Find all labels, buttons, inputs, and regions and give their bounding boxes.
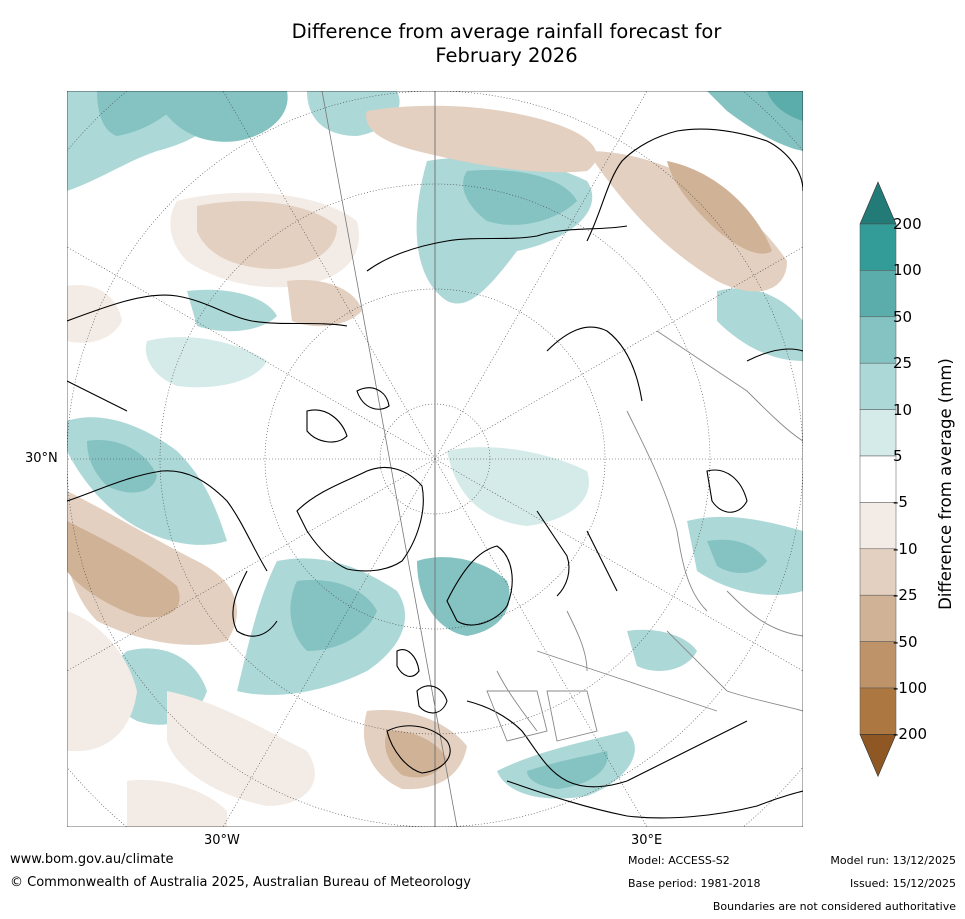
colorbar-tick-label: -5 bbox=[893, 493, 908, 512]
colorbar-segment-m10_m25 bbox=[859, 548, 897, 596]
colorbar-tick-label: 25 bbox=[893, 354, 913, 373]
footer-issued: Issued: 15/12/2025 bbox=[849, 877, 956, 890]
colorbar-tick-label: 10 bbox=[893, 400, 913, 419]
coastlines bbox=[67, 128, 803, 819]
negative-anomaly-regions bbox=[67, 105, 787, 827]
colorbar-segment-10_25 bbox=[859, 362, 897, 410]
chart-title: Difference from average rainfall forecas… bbox=[0, 20, 965, 68]
colorbar-tick-label: 100 bbox=[893, 261, 922, 280]
footer-disclaimer: Boundaries are not considered authoritat… bbox=[712, 900, 956, 913]
colorbar-tick-label: -50 bbox=[893, 632, 918, 651]
legend-title: Difference from average (mm) bbox=[936, 358, 955, 610]
title-line-2: February 2026 bbox=[435, 44, 578, 67]
colorbar-segments bbox=[859, 181, 897, 778]
title-line-1: Difference from average rainfall forecas… bbox=[291, 20, 722, 43]
footer-website: www.bom.gov.au/climate bbox=[10, 852, 174, 867]
colorbar-tick-label: -100 bbox=[893, 679, 928, 697]
colorbar-segment-100_200 bbox=[859, 223, 897, 271]
colorbar-segment-m50_m100 bbox=[859, 641, 897, 689]
meridian-line bbox=[321, 91, 458, 827]
colorbar-tick-label: 5 bbox=[893, 447, 903, 465]
colorbar-segment-m100_m200 bbox=[859, 687, 897, 735]
colorbar-extend-high bbox=[859, 181, 897, 225]
colorbar-segment-25_50 bbox=[859, 316, 897, 364]
lon-label-30e: 30°E bbox=[631, 833, 663, 848]
colorbar-extend-low bbox=[859, 734, 897, 778]
colorbar-tick-label: -25 bbox=[893, 586, 918, 605]
colorbar-tick-label: 50 bbox=[893, 307, 913, 326]
lat-label-30n: 30°N bbox=[25, 451, 58, 466]
colorbar-segment-5_10 bbox=[859, 409, 897, 457]
lon-label-30w: 30°W bbox=[204, 833, 240, 848]
rainfall-anomaly-map bbox=[67, 91, 803, 827]
country-boundaries bbox=[486, 330, 803, 742]
colorbar-segment-m25_m50 bbox=[859, 594, 897, 642]
footer-model: Model: ACCESS-S2 bbox=[628, 854, 730, 867]
footer-model-run: Model run: 13/12/2025 bbox=[830, 854, 956, 867]
colorbar-tick-label: -10 bbox=[893, 539, 918, 558]
positive-anomaly-regions bbox=[67, 91, 803, 799]
footer-base-period: Base period: 1981-2018 bbox=[628, 877, 761, 890]
colorbar-segment-50_100 bbox=[859, 270, 897, 318]
colorbar-tick-label: -200 bbox=[893, 725, 928, 744]
colorbar bbox=[859, 181, 897, 778]
colorbar-segment-neutral bbox=[859, 455, 897, 503]
colorbar-segment-m5_m10 bbox=[859, 502, 897, 550]
footer-copyright: © Commonwealth of Australia 2025, Austra… bbox=[10, 875, 471, 890]
colorbar-tick-label: 200 bbox=[893, 215, 922, 233]
